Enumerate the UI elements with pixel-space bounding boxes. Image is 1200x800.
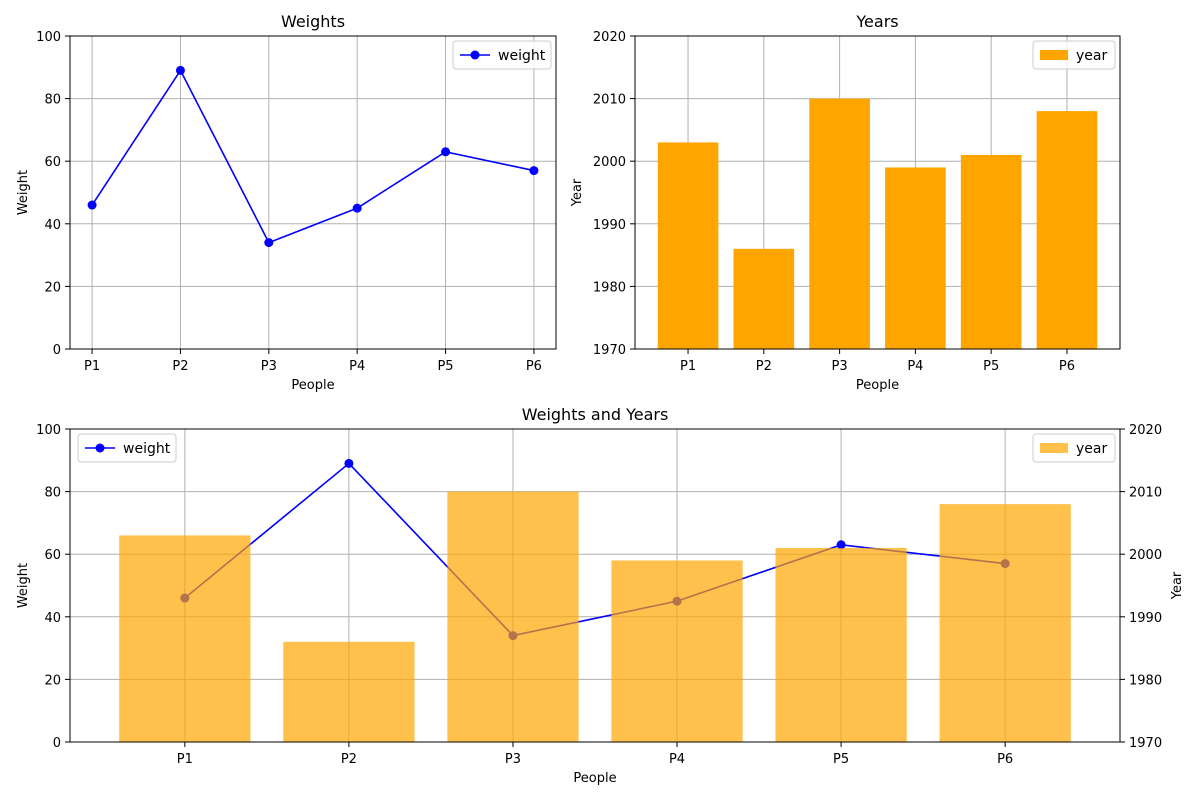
chart-years: P1 P2 P3 P4 P5 P6 1970 1980 1990 2000 2010 2020 Year… bbox=[570, 12, 1121, 393]
x-tick-label: P5 bbox=[833, 752, 849, 767]
chart-title: Weights and Years bbox=[522, 405, 669, 424]
x-tick-label: P1 bbox=[680, 359, 696, 374]
legend-box bbox=[1032, 40, 1116, 70]
y-tick-label: 100 bbox=[36, 30, 61, 45]
plot-frame bbox=[69, 35, 557, 350]
y-tick-label: 1970 bbox=[593, 343, 626, 358]
x-tick-label: P6 bbox=[1059, 359, 1075, 374]
chart-title: Weights bbox=[281, 12, 345, 31]
y-tick-label: 60 bbox=[44, 155, 61, 170]
x-tick-label: P2 bbox=[341, 752, 357, 767]
legend-swatch bbox=[1040, 50, 1068, 60]
y-tick-label-right: 1990 bbox=[1129, 611, 1162, 626]
data-point bbox=[836, 540, 846, 550]
bar bbox=[733, 248, 795, 349]
chart-weights-and-years: P1 P2 P3 P4 P5 P6 0 20 40 60 80 100 1970 1980 1990 2000… bbox=[16, 405, 1185, 786]
x-tick-label: P5 bbox=[437, 359, 453, 374]
y-tick-label: 0 bbox=[53, 343, 61, 358]
x-tick-label: P4 bbox=[907, 359, 923, 374]
data-point bbox=[87, 200, 97, 210]
y-tick-label: 80 bbox=[44, 93, 61, 108]
x-tick-label: P5 bbox=[983, 359, 999, 374]
x-tick-label: P4 bbox=[349, 359, 365, 374]
data-point bbox=[352, 203, 362, 213]
bar bbox=[447, 491, 579, 742]
legend-swatch bbox=[1040, 443, 1068, 453]
bar bbox=[657, 142, 719, 349]
x-tick-label: P1 bbox=[84, 359, 100, 374]
legend-box-bar bbox=[1032, 433, 1116, 463]
legend-label-line: weight bbox=[123, 441, 171, 457]
legend-label: weight bbox=[498, 48, 546, 64]
y-tick-label: 1990 bbox=[593, 218, 626, 233]
y-tick-label-left: 100 bbox=[36, 423, 61, 438]
y-axis-label: Weight bbox=[16, 170, 31, 215]
x-tick-label: P6 bbox=[997, 752, 1013, 767]
y-tick-label: 2020 bbox=[593, 30, 626, 45]
y-tick-label-left: 40 bbox=[44, 611, 61, 626]
x-tick-label: P3 bbox=[505, 752, 521, 767]
y-tick-label: 40 bbox=[44, 218, 61, 233]
x-axis-label: People bbox=[291, 378, 334, 393]
x-axis-label: People bbox=[856, 378, 899, 393]
y-axis-label-left: Weight bbox=[16, 563, 31, 608]
y-tick-label-left: 0 bbox=[53, 736, 61, 751]
y-axis-label-right: Year bbox=[1170, 571, 1185, 600]
data-point bbox=[344, 458, 354, 468]
plot-frame bbox=[69, 428, 1121, 743]
chart-title: Years bbox=[855, 12, 898, 31]
legend-marker bbox=[470, 50, 480, 60]
legend-box-line bbox=[77, 433, 177, 463]
series-line-weight bbox=[91, 68, 535, 244]
y-tick-label-right: 1970 bbox=[1129, 736, 1162, 751]
bar bbox=[775, 547, 907, 742]
bar bbox=[939, 504, 1071, 742]
y-tick-label-right: 1980 bbox=[1129, 673, 1162, 688]
plot-frame bbox=[634, 35, 1121, 350]
y-tick-label: 2000 bbox=[593, 155, 626, 170]
data-point bbox=[529, 166, 539, 176]
y-tick-label-right: 2020 bbox=[1129, 423, 1162, 438]
bar bbox=[885, 167, 946, 349]
y-axis-label: Year bbox=[570, 178, 585, 207]
data-point bbox=[441, 147, 451, 157]
legend-box bbox=[452, 40, 552, 70]
x-tick-label: P4 bbox=[669, 752, 685, 767]
bar bbox=[1036, 111, 1098, 350]
bar bbox=[119, 535, 251, 742]
legend-label: year bbox=[1076, 48, 1107, 64]
y-tick-label: 1980 bbox=[593, 280, 626, 295]
x-tick-label: P3 bbox=[261, 359, 277, 374]
legend-label-bar: year bbox=[1076, 441, 1107, 457]
bar bbox=[611, 560, 743, 742]
bar bbox=[960, 154, 1022, 349]
y-tick-label-left: 60 bbox=[44, 548, 61, 563]
x-tick-label: P1 bbox=[177, 752, 193, 767]
chart-weights: P1 P2 P3 P4 P5 P6 0 20 40 60 80 100 Weights People Wei… bbox=[16, 12, 557, 393]
x-tick-label: P2 bbox=[756, 359, 772, 374]
y-tick-label: 20 bbox=[44, 280, 61, 295]
bar bbox=[809, 98, 870, 349]
legend-marker bbox=[95, 443, 105, 453]
y-tick-label-right: 2000 bbox=[1129, 548, 1162, 563]
y-tick-label: 2010 bbox=[593, 93, 626, 108]
y-tick-label-left: 20 bbox=[44, 673, 61, 688]
data-point bbox=[175, 65, 185, 75]
data-point bbox=[264, 238, 274, 248]
bar bbox=[283, 641, 415, 742]
x-tick-label: P2 bbox=[172, 359, 188, 374]
y-tick-label-right: 2010 bbox=[1129, 486, 1162, 501]
x-axis-label: People bbox=[573, 771, 616, 786]
x-tick-label: P3 bbox=[832, 359, 848, 374]
y-tick-label-left: 80 bbox=[44, 486, 61, 501]
x-tick-label: P6 bbox=[526, 359, 542, 374]
